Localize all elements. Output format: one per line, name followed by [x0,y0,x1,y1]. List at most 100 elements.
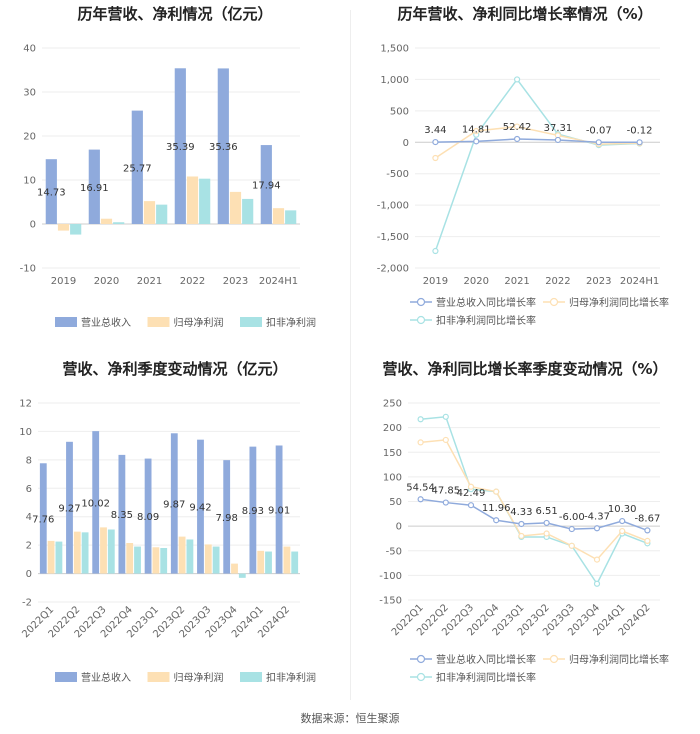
data-label: 3.44 [424,125,446,136]
chart-panel-annual-revenue: 历年营收、净利情况（亿元） -10 0 10 20 30 40 2019 2020 2021 20… [0,0,350,350]
y-tick-label: 0 [30,220,36,231]
x-tick-label: 2019 [423,276,448,287]
y-tick-label: -2,000 [377,264,409,275]
bar [283,546,291,574]
legend-label: 归母净利润同比增长率 [569,296,669,309]
data-label: -0.07 [586,125,612,136]
chart-title: 历年营收、净利情况（亿元） [77,5,273,23]
bar [186,539,194,574]
y-tick-label: 100 [383,472,402,483]
legend-label: 扣非净利润同比增长率 [436,671,536,684]
y-tick-label: -100 [379,571,402,582]
data-point [493,488,500,495]
y-tick-label: -1,000 [377,201,409,212]
y-tick-label: 40 [23,44,36,55]
annual-growth-chart: -2,000 -1,500 -1,000 -500 0 500 1,000 1,500 2019… [377,44,669,328]
bar [57,224,70,231]
bar [107,529,115,574]
bar [47,540,55,574]
bar [81,532,89,574]
bar [204,544,212,574]
data-point [432,247,439,255]
bar [231,563,238,574]
data-point [619,527,626,535]
bar [156,204,168,224]
y-tick-label: 20 [23,132,36,143]
y-tick-label: -50 [386,546,402,557]
y-tick-label: 1,500 [380,44,409,55]
data-label: 42.49 [457,488,486,499]
data-point [417,416,424,423]
chart-panel-quarterly-growth: 营收、净利同比增长率季度变动情况（%） -150 -100 -50 0 50 100 150… [350,355,700,705]
x-tick-label: 2020 [94,276,119,287]
data-label: -0.12 [627,125,653,136]
quarterly-growth-chart: -150-100-500501001502002502022Q12022Q220… [379,399,669,685]
data-label: 52.42 [503,122,532,133]
bar [113,222,125,224]
data-point [432,138,439,146]
data-label: 47.85 [431,486,460,497]
data-label: 16.91 [80,183,109,194]
y-tick-label: 1,000 [380,75,409,86]
y-tick-label: 2 [26,541,32,552]
bar [66,441,73,574]
bar [73,531,81,574]
bar [70,224,82,235]
series-line [435,138,640,144]
data-label: 9.42 [189,503,211,514]
data-label: 37.31 [544,123,573,134]
bar [55,541,63,574]
panel-divider [350,10,351,700]
bar [126,543,134,574]
data-label: 7.76 [32,514,54,525]
bar [249,446,257,574]
y-tick-label: 150 [383,448,402,459]
bar [39,463,47,574]
data-point [442,413,449,420]
data-label: 8.09 [137,512,159,523]
data-point [513,123,521,130]
bar [272,208,285,224]
data-label: 17.94 [252,181,281,192]
data-label: -8.67 [634,513,660,524]
bar [88,149,100,224]
data-point [518,520,525,528]
data-point [619,517,626,525]
series-line [420,439,648,561]
chart-title: 历年营收、净利同比增长率情况（%） [397,5,653,23]
data-point [543,530,550,537]
legend-label: 扣非净利润同比增长率 [436,314,536,327]
bar [100,218,113,224]
data-point [593,580,601,587]
legend-marker [416,315,426,325]
data-point [473,138,480,145]
data-point [467,502,475,509]
y-tick-label: 8 [26,455,32,466]
data-point [644,527,651,534]
bar [197,439,204,574]
legend-marker [416,654,426,664]
legend-label: 营业总收入 [81,671,131,684]
legend-label: 扣非净利润 [266,316,316,329]
bar [242,198,254,224]
y-tick-label: 4 [26,512,32,523]
x-tick-label: 2021 [137,276,162,287]
y-tick-label: -500 [386,169,409,180]
data-label: 10.30 [608,504,637,515]
bar [217,68,229,224]
data-label: -4.37 [584,511,610,522]
legend-swatch [55,672,77,682]
bar [291,551,299,574]
data-label: 35.39 [166,142,195,153]
data-point [417,496,424,503]
data-point [442,499,449,506]
bar [178,536,186,574]
chart-title: 营收、净利同比增长率季度变动情况（%） [382,360,668,378]
data-label: 9.27 [58,504,80,515]
legend-swatch [240,672,262,682]
data-label: 8.93 [242,506,264,517]
data-point [636,139,643,146]
data-point [432,154,439,162]
series-line [435,125,640,159]
legend-label: 归母净利润 [174,316,224,329]
